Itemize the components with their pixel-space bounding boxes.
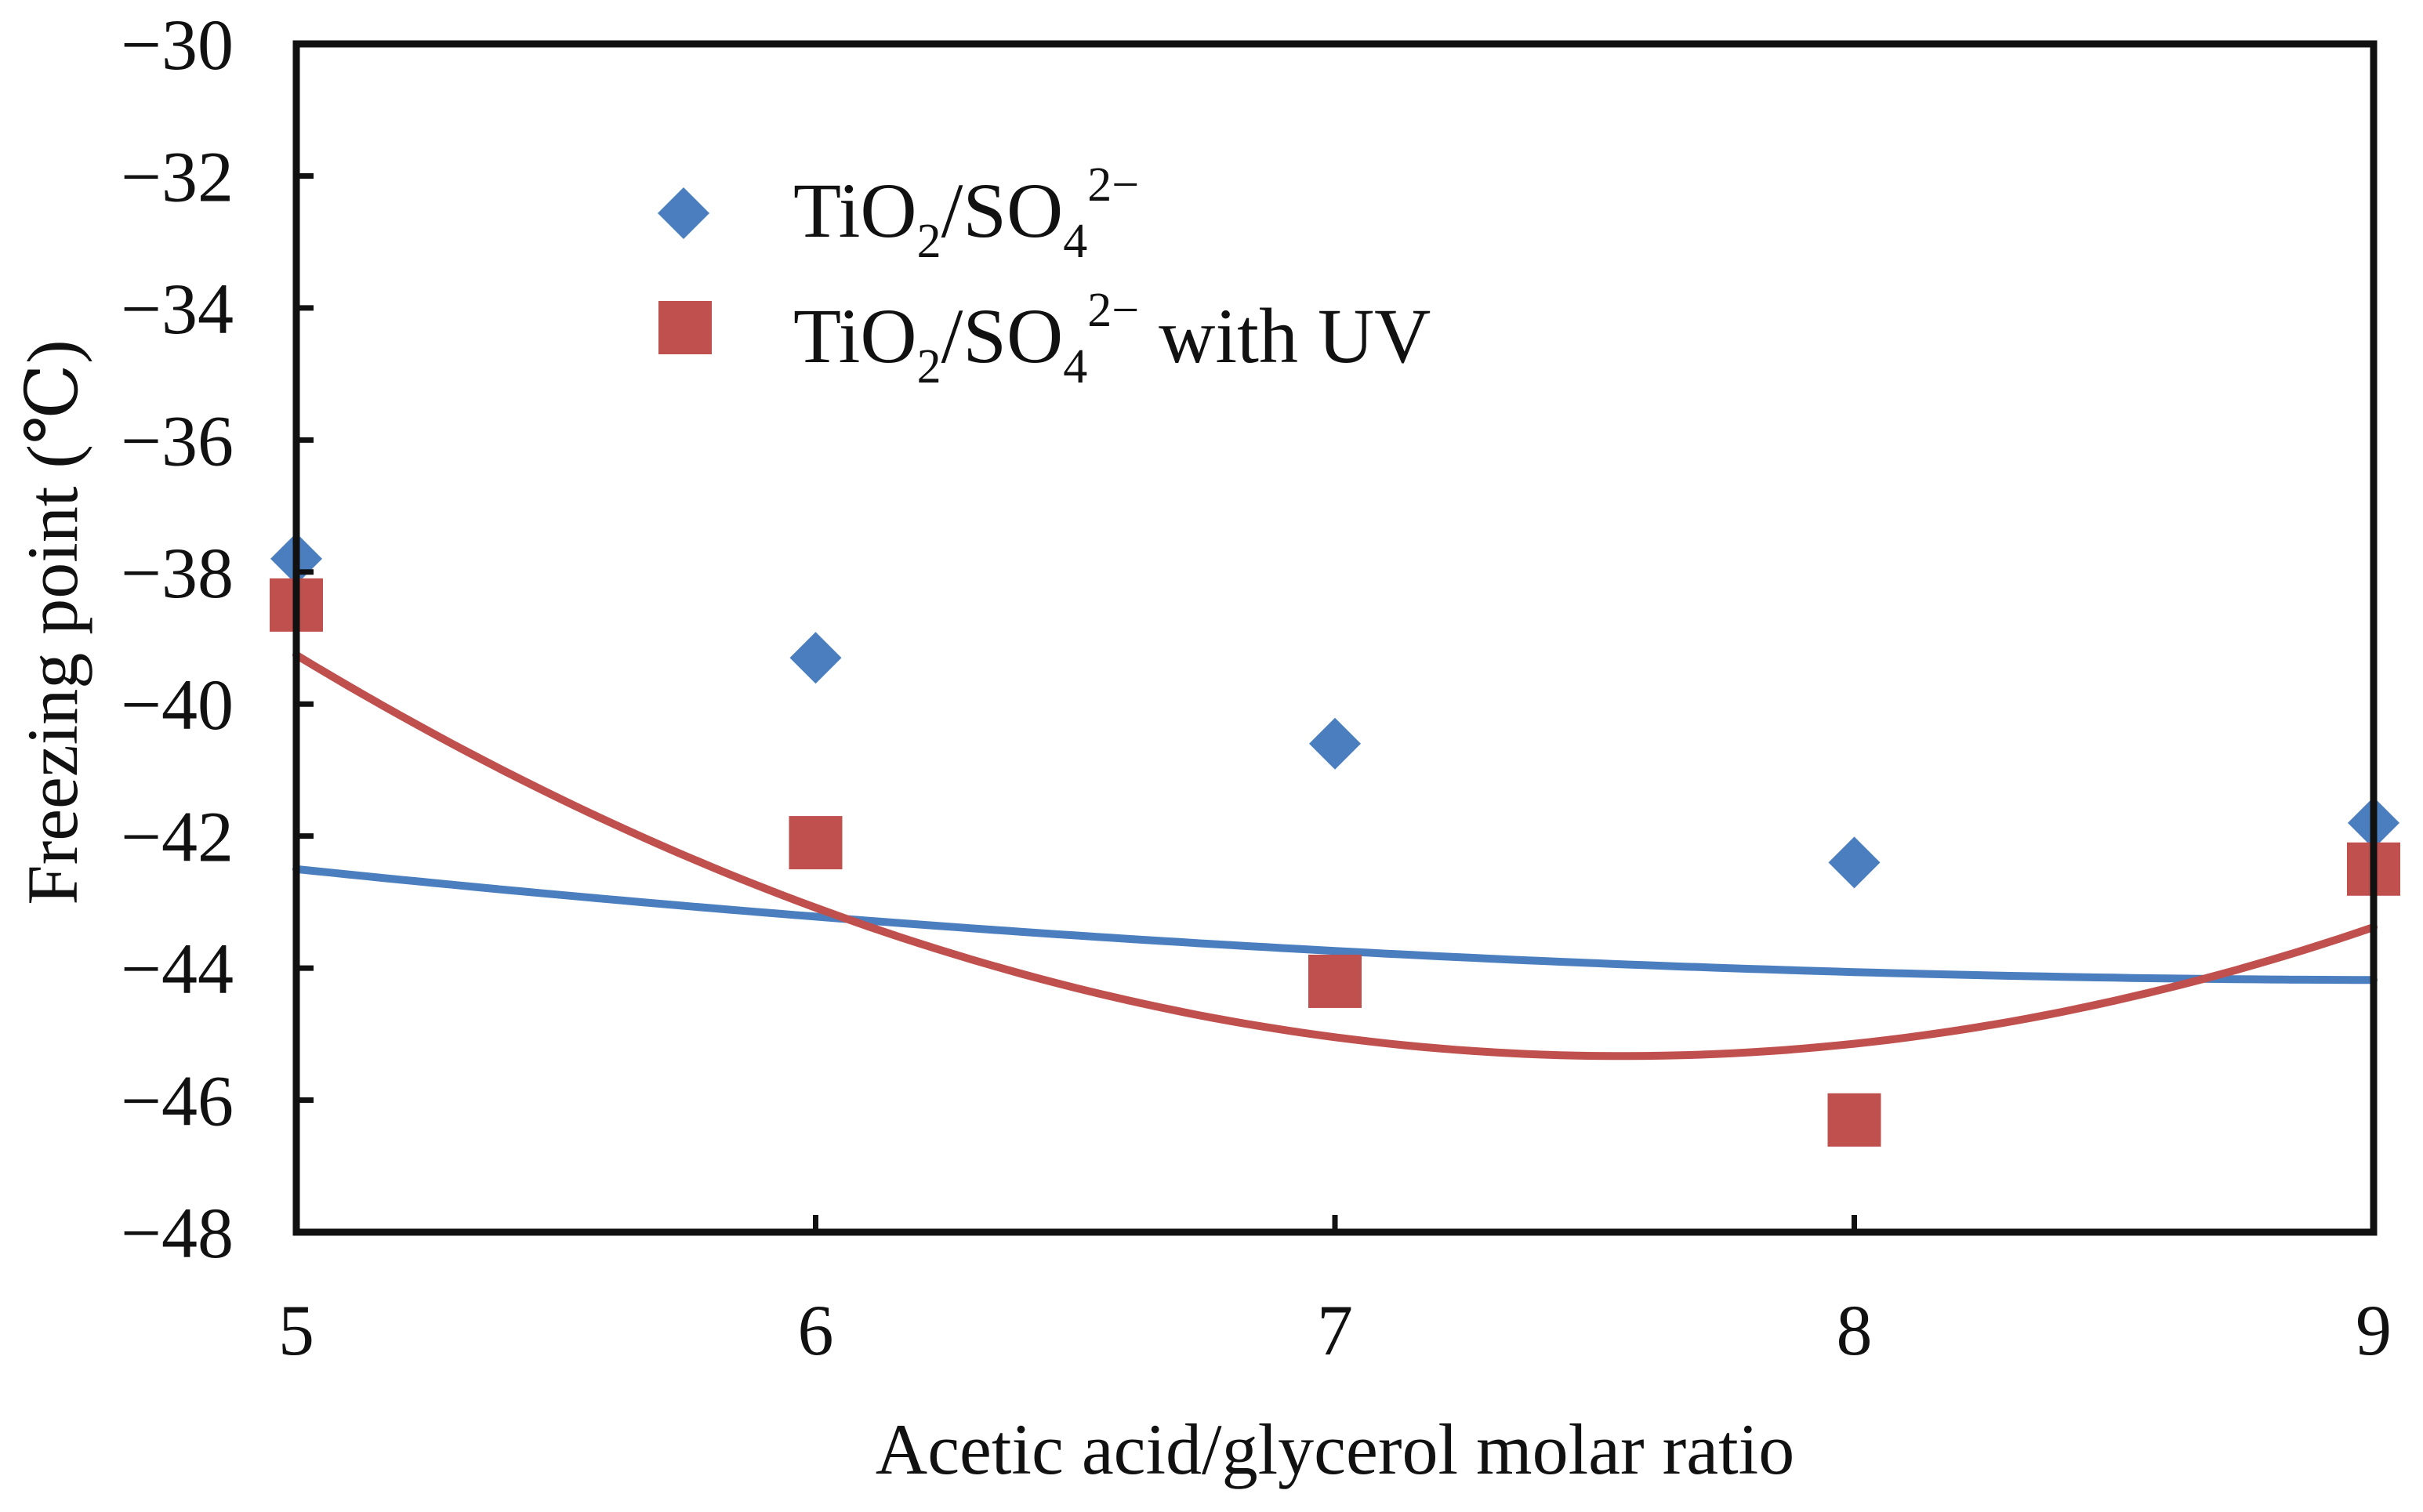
y-tick-label: −36: [121, 401, 234, 480]
data-point-square: [1308, 954, 1362, 1008]
legend-label-part: /SO: [941, 167, 1064, 254]
legend-label-subscript: 4: [1063, 340, 1087, 393]
plot-area-frame: [292, 40, 2378, 1236]
trend-lines: [292, 651, 2378, 1061]
legend-label-superscript: 2−: [1087, 284, 1139, 337]
data-point-diamond: [789, 632, 842, 684]
x-tick-label: 9: [2356, 1290, 2392, 1370]
legend-label-part: /SO: [941, 292, 1064, 379]
y-tick-label: −32: [121, 136, 234, 216]
axis-ticks: [296, 172, 1857, 1232]
data-point-square: [1827, 1093, 1881, 1147]
legend-item-tio2-so4-with-uv: TiO2/SO42− with UV: [658, 284, 1431, 393]
trend-line-series-0: [292, 865, 2378, 984]
legend-label-subscript: 2: [917, 340, 941, 393]
legend-label: TiO2/SO42−: [793, 158, 1139, 268]
y-tick-label: −48: [121, 1193, 234, 1273]
legend-label-subscript: 4: [1063, 215, 1087, 268]
data-point-diamond: [1309, 717, 1361, 770]
y-tick-label: −30: [121, 5, 234, 85]
legend-label-subscript: 2: [917, 215, 941, 268]
y-tick-label: −46: [121, 1061, 234, 1141]
x-tick-label: 8: [1837, 1290, 1873, 1370]
data-markers: [270, 532, 2400, 1147]
legend-label-part: TiO: [793, 167, 917, 254]
data-point-diamond: [1828, 836, 1881, 889]
x-tick-label: 6: [798, 1290, 834, 1370]
y-tick-label: −44: [121, 929, 234, 1009]
legend: TiO2/SO42− TiO2/SO42− with UV: [658, 158, 1431, 393]
y-tick-label: −38: [121, 533, 234, 613]
trend-line-series-1: [292, 651, 2378, 1061]
legend-label: TiO2/SO42− with UV: [793, 284, 1431, 393]
y-tick-label: −42: [121, 797, 234, 877]
x-axis-title: Acetic acid/glycerol molar ratio: [876, 1409, 1794, 1489]
legend-marker-square: [658, 301, 712, 354]
legend-marker-diamond: [658, 187, 709, 239]
y-axis-title: Freezing point (℃): [13, 339, 92, 905]
axis-tick-labels: −30 −32 −34 −36 −38 −40 −42 −44 −46 −48 5 6 7 8 9: [121, 5, 2392, 1370]
y-tick-label: −40: [121, 665, 234, 745]
legend-item-tio2-so4: TiO2/SO42−: [658, 158, 1139, 268]
y-tick-label: −34: [121, 269, 234, 349]
x-tick-label: 7: [1317, 1290, 1353, 1370]
legend-label-part: with UV: [1139, 292, 1431, 379]
x-tick-label: 5: [278, 1290, 314, 1370]
data-point-square: [789, 816, 843, 870]
legend-label-part: TiO: [793, 292, 917, 379]
legend-label-superscript: 2−: [1087, 158, 1139, 212]
